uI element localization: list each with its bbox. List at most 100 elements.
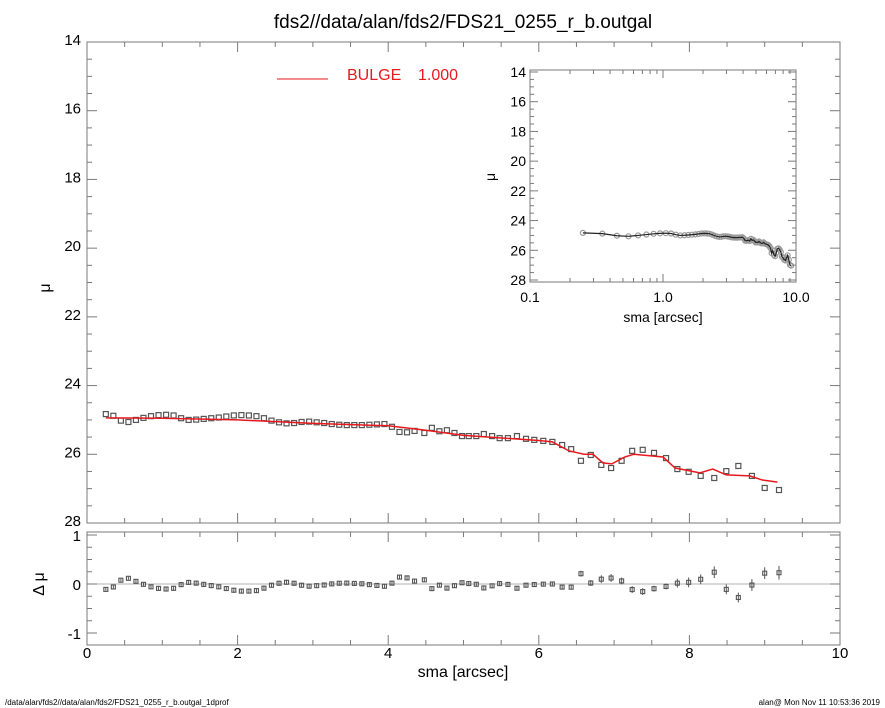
data-point	[403, 429, 411, 436]
residual-point	[444, 585, 450, 591]
residual-point	[396, 574, 403, 580]
data-point	[170, 412, 177, 419]
residual-point	[223, 585, 229, 592]
data-point	[480, 430, 487, 438]
inset-y-tick-label: 26	[510, 242, 526, 258]
x-tick-label: 4	[384, 645, 392, 662]
residual-point	[216, 584, 222, 590]
residual-point	[276, 580, 282, 586]
residual-point	[208, 583, 214, 589]
residual-point	[559, 584, 565, 590]
y-tick-label: 14	[64, 32, 81, 49]
residual-point	[299, 582, 305, 588]
residual-point	[540, 581, 546, 587]
residual-point	[711, 569, 717, 575]
data-point	[306, 418, 313, 425]
residual-point	[686, 579, 692, 585]
y-tick-label: 26	[64, 444, 81, 461]
x-tick-label: 10	[832, 645, 849, 662]
residual-point	[776, 570, 782, 576]
y-tick-label: 16	[64, 101, 81, 118]
data-point	[650, 449, 658, 457]
residual-point	[674, 580, 680, 586]
residual-y-tick-label: -1	[68, 626, 81, 643]
residual-point	[608, 575, 614, 581]
residual-point	[231, 587, 237, 593]
data-point	[761, 484, 768, 492]
residual-point	[466, 580, 472, 587]
data-point	[223, 413, 230, 420]
data-point	[629, 447, 636, 454]
residual-point	[762, 570, 768, 576]
residual-point	[110, 584, 116, 590]
legend-value: 1.000	[418, 67, 458, 84]
y-tick-label: 24	[64, 376, 81, 393]
residual-point	[651, 586, 657, 592]
residual-point	[344, 580, 350, 586]
residual-y-tick-label: 1	[73, 528, 81, 545]
residual-plot-frame	[86, 531, 841, 646]
data-point	[230, 412, 237, 419]
residual-point	[436, 582, 442, 588]
x-tick-label: 8	[685, 645, 693, 662]
data-point	[381, 420, 388, 428]
residual-point	[489, 583, 495, 589]
data-point	[607, 464, 615, 472]
residual-point	[186, 579, 192, 585]
residual-point	[314, 583, 320, 589]
x-tick-label: 0	[83, 645, 91, 662]
data-point	[711, 474, 718, 482]
residual-point	[629, 587, 635, 593]
residual-point	[103, 586, 109, 592]
y-tick-label: 20	[64, 238, 81, 255]
residual-point	[336, 580, 342, 586]
inset-y-tick-label: 18	[510, 123, 526, 139]
data-point	[775, 486, 783, 494]
residual-point	[238, 588, 244, 594]
inset-data-point	[788, 262, 795, 269]
residual-point	[171, 585, 177, 591]
x-axis-label: sma [arcsec]	[418, 664, 509, 681]
y-tick-label: 22	[64, 307, 81, 324]
residual-point	[505, 581, 511, 587]
data-point	[245, 412, 252, 419]
residual-point	[514, 585, 520, 591]
inset-y-tick-label: 16	[510, 94, 526, 110]
inset-x-tick-label: 1.0	[653, 289, 673, 305]
residual-point	[598, 576, 604, 582]
data-point	[298, 418, 305, 426]
residual-point	[619, 578, 625, 584]
data-point	[697, 472, 704, 480]
data-point	[639, 446, 646, 453]
residual-point	[329, 581, 335, 587]
residual-point	[306, 583, 312, 589]
residual-point	[473, 581, 479, 587]
data-point	[162, 411, 170, 418]
residual-point	[125, 575, 131, 581]
footer-left: /data/alan/fds2//data/alan/fds2/FDS21_02…	[5, 698, 230, 707]
inset-y-tick-label: 14	[510, 64, 526, 80]
residual-point	[549, 581, 555, 587]
data-point	[489, 432, 496, 440]
inset-data-point	[771, 253, 779, 260]
y-axis-label: μ	[37, 283, 54, 292]
inset-y-axis-label: μ	[482, 173, 498, 181]
residual-point	[366, 582, 372, 588]
data-point	[155, 412, 162, 419]
data-point	[373, 421, 381, 428]
residual-point	[735, 594, 741, 601]
x-tick-label: 2	[233, 645, 241, 662]
chart-title: fds2//data/alan/fds2/FDS21_0255_r_b.outg…	[274, 12, 652, 33]
residual-point	[459, 580, 465, 586]
data-point	[396, 428, 403, 436]
residual-point	[412, 578, 418, 584]
residual-point	[640, 589, 646, 595]
data-point	[238, 412, 245, 419]
inset-frame	[529, 69, 797, 283]
main-panel: 14 16 18 20 22 24 26 28	[64, 32, 841, 530]
inset-x-axis-label: sma [arcsec]	[623, 309, 702, 325]
residual-y-axis-label: Δ μ	[31, 572, 48, 595]
data-point	[443, 427, 451, 434]
